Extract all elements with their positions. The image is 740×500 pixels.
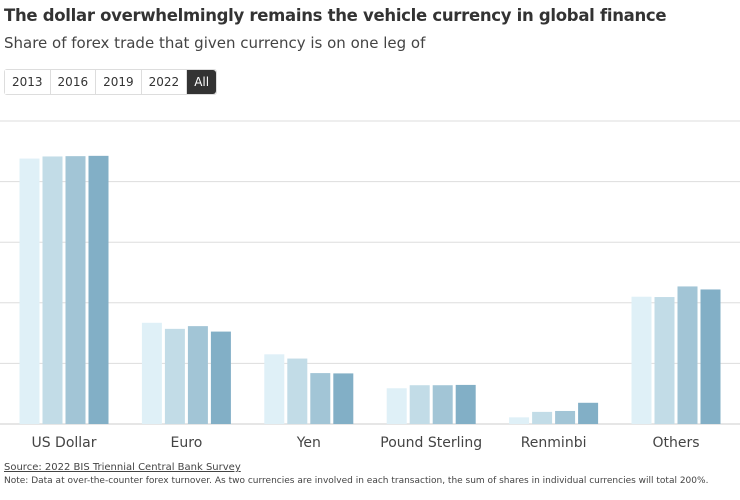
gridlines bbox=[0, 120, 740, 425]
bar-pound-sterling-2016[interactable]: Pound Sterling 2016: 12.8% bbox=[409, 385, 430, 424]
chart-subtitle: Share of forex trade that given currency… bbox=[4, 34, 426, 52]
tab-2019[interactable]: 2019 bbox=[96, 70, 142, 94]
tab-2016[interactable]: 2016 bbox=[50, 70, 97, 94]
bar-renminbi-2022[interactable]: Renminbi 2022: 7% bbox=[578, 402, 599, 424]
bar-yen-2013[interactable]: Yen 2013: 23% bbox=[264, 354, 285, 424]
bar-renminbi-2013[interactable]: Renminbi 2013: 2.2% bbox=[509, 417, 530, 424]
bar-pound-sterling-2019[interactable]: Pound Sterling 2019: 12.8% bbox=[432, 385, 453, 424]
tab-2013[interactable]: 2013 bbox=[5, 70, 51, 94]
bar-renminbi-2016[interactable]: Renminbi 2016: 4% bbox=[532, 411, 553, 424]
tab-all[interactable]: All bbox=[187, 70, 217, 94]
bar-pound-sterling-2013[interactable]: Pound Sterling 2013: 11.8% bbox=[386, 388, 407, 424]
x-label-us-dollar: US Dollar bbox=[31, 435, 96, 451]
chart-title: The dollar overwhelmingly remains the ve… bbox=[4, 6, 667, 25]
source-link[interactable]: Source: 2022 BIS Triennial Central Bank … bbox=[4, 462, 241, 473]
bar-others-2022[interactable]: Others 2022: 44.4% bbox=[700, 289, 721, 424]
bar-others-2019[interactable]: Others 2019: 45.4% bbox=[677, 286, 698, 424]
bar-renminbi-2019[interactable]: Renminbi 2019: 4.3% bbox=[555, 410, 576, 424]
bar-us-dollar-2022[interactable]: US Dollar 2022: 88.5% bbox=[88, 155, 109, 424]
bar-pound-sterling-2022[interactable]: Pound Sterling 2022: 12.9% bbox=[455, 384, 476, 424]
x-label-pound-sterling: Pound Sterling bbox=[380, 435, 482, 451]
bar-yen-2022[interactable]: Yen 2022: 16.7% bbox=[333, 373, 354, 424]
bar-euro-2019[interactable]: Euro 2019: 32.3% bbox=[187, 326, 208, 424]
bar-us-dollar-2019[interactable]: US Dollar 2019: 88.4% bbox=[65, 156, 86, 424]
footnote: Note: Data at over-the-counter forex tur… bbox=[4, 476, 709, 486]
bar-euro-2013[interactable]: Euro 2013: 33.4% bbox=[141, 322, 162, 424]
x-label-euro: Euro bbox=[171, 435, 203, 451]
x-label-others: Others bbox=[652, 435, 699, 451]
x-label-yen: Yen bbox=[296, 435, 321, 451]
bar-chart: US Dollar 2013: 87.6%US Dollar 2016: 88.… bbox=[0, 120, 740, 451]
bar-us-dollar-2013[interactable]: US Dollar 2013: 87.6% bbox=[19, 158, 40, 424]
x-label-renminbi: Renminbi bbox=[521, 435, 587, 451]
bar-yen-2016[interactable]: Yen 2016: 21.6% bbox=[287, 358, 308, 424]
bar-yen-2019[interactable]: Yen 2019: 16.8% bbox=[310, 373, 331, 424]
bar-us-dollar-2016[interactable]: US Dollar 2016: 88.3% bbox=[42, 156, 63, 425]
bar-others-2016[interactable]: Others 2016: 41.9% bbox=[654, 297, 675, 424]
bars: US Dollar 2013: 87.6%US Dollar 2016: 88.… bbox=[19, 155, 721, 425]
bar-others-2013[interactable]: Others 2013: 42% bbox=[631, 296, 652, 424]
x-axis-labels: US Dollar Euro Yen Pound Sterling Renminbi Ot… bbox=[31, 435, 699, 451]
tab-2022[interactable]: 2022 bbox=[141, 70, 188, 94]
year-filter-tabs: 2013 2016 2019 2022 All bbox=[4, 69, 218, 95]
bar-euro-2022[interactable]: Euro 2022: 30.5% bbox=[210, 331, 231, 424]
bar-euro-2016[interactable]: Euro 2016: 31.4% bbox=[164, 328, 185, 424]
